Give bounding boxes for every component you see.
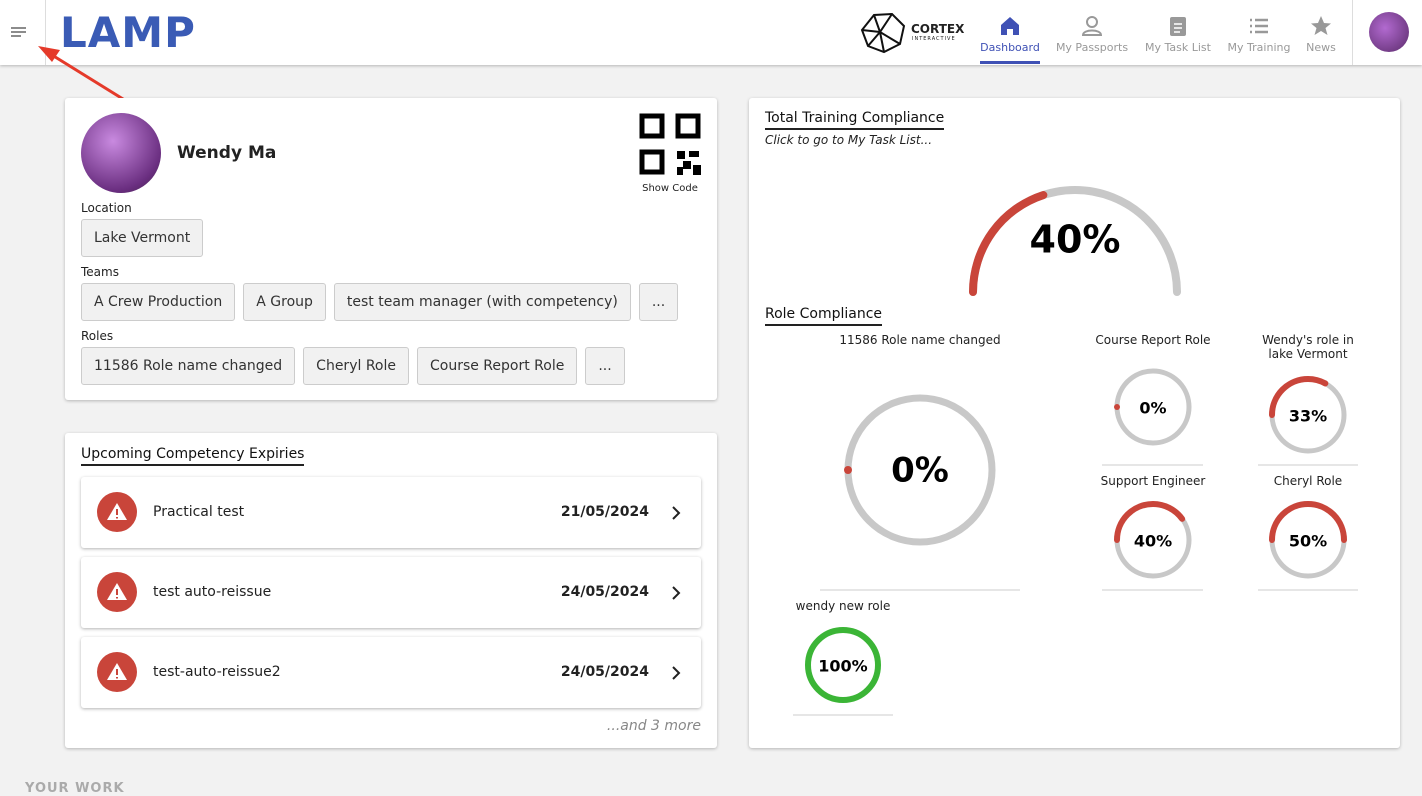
brand-sub: INTERACTIVE <box>912 36 956 42</box>
nav-icon <box>1081 16 1103 36</box>
warning-icon <box>97 652 137 692</box>
nav-item[interactable]: My Training <box>1214 14 1304 54</box>
chevron <box>671 585 681 604</box>
nav-icon <box>1250 18 1268 34</box>
roles-list: 11586 Role name changed Cheryl Role Course… <box>81 347 633 385</box>
expiry-row[interactable]: test-auto-reissue2 24/05/2024 <box>81 637 701 708</box>
nav-icon <box>1001 17 1019 35</box>
location-pill[interactable]: Lake Vermont <box>81 219 204 257</box>
compliance-title[interactable]: Total Training Compliance <box>765 110 945 130</box>
teams-label: Teams <box>81 265 119 279</box>
team-pill[interactable]: test team manager (with competency) <box>333 283 631 321</box>
warning-icon <box>97 572 137 612</box>
nav-item[interactable]: My Passports <box>1047 14 1137 54</box>
nav-label: My Passports <box>1055 41 1129 54</box>
nav-item[interactable]: Dashboard <box>965 14 1055 64</box>
expiry-name: Practical test <box>153 504 245 520</box>
qr-code[interactable] <box>639 113 701 175</box>
team-pill[interactable]: A Group <box>243 283 326 321</box>
teams-list: A Crew Production A Group test team manage… <box>81 283 686 321</box>
user-avatar[interactable] <box>1369 12 1409 52</box>
role-pill[interactable]: Course Report Role <box>416 347 578 385</box>
team-pill[interactable]: A Crew Production <box>81 283 236 321</box>
nav-active-bar <box>980 61 1040 64</box>
profile-name: Wendy Ma <box>177 143 277 163</box>
expiry-date: 24/05/2024 <box>560 584 649 600</box>
gauge-label[interactable]: Wendy's role in lake Vermont <box>1262 333 1354 361</box>
gauge-label[interactable]: wendy new role <box>795 599 891 613</box>
expiry-date: 21/05/2024 <box>560 504 649 520</box>
section-title: YOUR WORK <box>25 781 125 796</box>
nav-label: News <box>1306 41 1336 54</box>
profile-avatar <box>81 113 161 193</box>
gauge-label[interactable]: Cheryl Role <box>1273 474 1343 488</box>
roles-label: Roles <box>81 329 114 343</box>
nav-label: Dashboard <box>980 41 1040 54</box>
nav-label: My Task List <box>1145 41 1211 54</box>
role-pill[interactable]: ... <box>585 347 625 385</box>
compliance-subtitle: Click to go to My Task List... <box>765 133 933 147</box>
expiry-date: 24/05/2024 <box>560 664 649 680</box>
brand-icon <box>860 12 906 54</box>
role-compliance-title: Role Compliance <box>765 306 883 326</box>
role-pill[interactable]: Cheryl Role <box>303 347 409 385</box>
expiry-row[interactable]: test auto-reissue 24/05/2024 <box>81 557 701 628</box>
location-list: Lake Vermont <box>81 219 211 257</box>
menu-button[interactable] <box>10 24 28 40</box>
compliance-card: Total Training Compliance Click to go to… <box>749 98 1400 748</box>
nav-icon <box>1170 17 1186 36</box>
nav-icon <box>1311 16 1331 35</box>
location-label: Location <box>81 201 132 215</box>
gauge-label[interactable]: 11586 Role name changed <box>839 333 1001 347</box>
gauge-label[interactable]: Support Engineer <box>1100 474 1206 488</box>
expiries-title: Upcoming Competency Expiries <box>81 446 305 466</box>
warning-icon <box>97 492 137 532</box>
expiry-row[interactable]: Practical test 21/05/2024 <box>81 477 701 548</box>
chevron <box>671 665 681 684</box>
chevron <box>671 505 681 524</box>
nav-item[interactable]: News <box>1276 14 1366 54</box>
nav-item[interactable]: My Task List <box>1133 14 1223 54</box>
nav-label: My Training <box>1227 41 1291 54</box>
gauge-label[interactable]: Course Report Role <box>1095 333 1211 347</box>
team-pill[interactable]: ... <box>638 283 679 321</box>
expiry-name: test-auto-reissue2 <box>153 664 281 680</box>
show-code[interactable]: Show Code <box>642 183 698 194</box>
logo[interactable]: LAMP <box>60 8 196 57</box>
header: LAMP CORTEX INTERACTIVE Dashboard My Pass… <box>0 0 1422 65</box>
profile-card: Wendy Ma Show Code Location Lake Vermont… <box>65 98 717 400</box>
role-pill[interactable]: 11586 Role name changed <box>81 347 296 385</box>
brand: CORTEX <box>911 22 965 36</box>
expiry-name: test auto-reissue <box>153 584 272 600</box>
more-link[interactable]: ...and 3 more <box>606 718 701 734</box>
